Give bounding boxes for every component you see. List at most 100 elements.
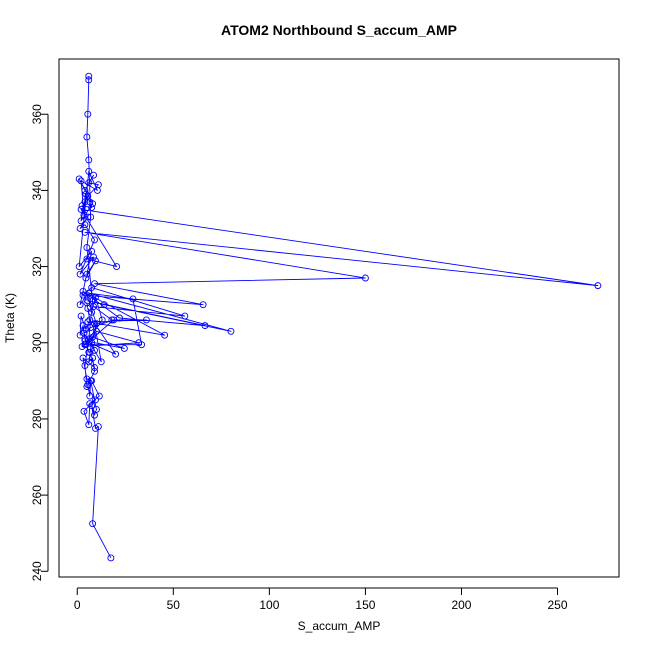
data-point [83, 244, 91, 251]
data-point [100, 301, 108, 309]
data-point [594, 282, 602, 290]
data-point [88, 402, 96, 410]
data-point [87, 324, 95, 331]
data-point [129, 295, 137, 303]
x-tick-label: 200 [451, 598, 471, 612]
data-point [112, 350, 120, 358]
data-point [85, 335, 93, 343]
data-point [79, 354, 87, 362]
data-point [201, 322, 209, 330]
data-point [80, 329, 88, 337]
data-point [81, 186, 89, 194]
data-point [84, 318, 92, 326]
data-point [77, 312, 85, 320]
data-point [84, 213, 92, 221]
data-point [90, 171, 98, 179]
data-point [88, 377, 96, 385]
y-tick-label: 240 [30, 561, 44, 581]
data-point [92, 396, 99, 404]
data-point [86, 316, 94, 324]
data-point [77, 205, 85, 213]
data-point [93, 405, 100, 413]
data-point [161, 331, 169, 339]
data-point [76, 301, 84, 309]
data-point [89, 297, 97, 305]
data-point [82, 190, 90, 198]
data-point [93, 186, 101, 194]
plot-frame [58, 58, 620, 578]
data-point [85, 156, 93, 164]
data-point [80, 407, 88, 415]
data-point [83, 291, 91, 299]
data-point [86, 348, 94, 356]
data-point [83, 383, 91, 391]
data-point [181, 312, 189, 320]
chart-title: ATOM2 Northbound S_accum_AMP [221, 22, 457, 38]
data-point [85, 72, 93, 80]
data-point [91, 364, 98, 371]
data-point [82, 274, 90, 282]
data-point [227, 327, 235, 335]
data-point [89, 520, 97, 528]
data-point [77, 177, 85, 185]
data-point [92, 425, 99, 432]
data-point [88, 247, 96, 255]
y-tick-label: 260 [30, 485, 44, 505]
data-point [76, 331, 84, 339]
y-tick-label: 360 [30, 104, 44, 124]
data-point [87, 213, 95, 221]
data-point [91, 320, 98, 328]
data-point [199, 301, 207, 309]
data-point [81, 362, 89, 370]
data-point [81, 198, 89, 206]
data-point [84, 192, 92, 200]
data-point [113, 263, 121, 271]
data-point [78, 343, 86, 351]
data-point [81, 228, 89, 236]
data-point [85, 76, 93, 84]
data-point [89, 354, 97, 362]
data-point [83, 375, 91, 383]
data-point [86, 400, 94, 408]
data-point [91, 280, 98, 288]
data-point [93, 327, 100, 335]
data-point [75, 175, 83, 183]
data-point [142, 316, 150, 324]
x-tick-label: 0 [74, 598, 81, 612]
data-point [85, 167, 93, 175]
data-point [116, 314, 123, 322]
data-point [85, 421, 93, 429]
data-point [85, 358, 93, 366]
data-point [82, 341, 90, 349]
data-point [91, 367, 98, 375]
data-point [82, 325, 90, 333]
data-point [120, 345, 128, 352]
data-point [97, 358, 105, 366]
y-tick-label: 340 [30, 180, 44, 200]
data-point [85, 179, 93, 187]
y-tick-label: 280 [30, 409, 44, 429]
data-point [89, 200, 97, 208]
x-tick-label: 100 [259, 598, 279, 612]
y-tick-label: 300 [30, 332, 44, 352]
data-point [77, 217, 85, 225]
x-axis: 0 50 100 150 200 250 [74, 587, 568, 612]
x-tick-label: 150 [355, 598, 375, 612]
data-point [83, 255, 91, 263]
data-point [108, 316, 116, 324]
data-point [81, 221, 89, 229]
data-point [79, 291, 87, 299]
data-point [95, 392, 103, 400]
data-point [138, 341, 146, 349]
data-point [89, 333, 97, 341]
x-tick-label: 250 [548, 598, 568, 612]
y-tick-label: 320 [30, 256, 44, 276]
data-point [79, 287, 87, 295]
data-point [80, 211, 88, 219]
data-point [75, 263, 83, 271]
data-point [91, 236, 98, 244]
data-point [83, 133, 91, 141]
data-point [83, 270, 91, 278]
data-point [93, 320, 100, 328]
